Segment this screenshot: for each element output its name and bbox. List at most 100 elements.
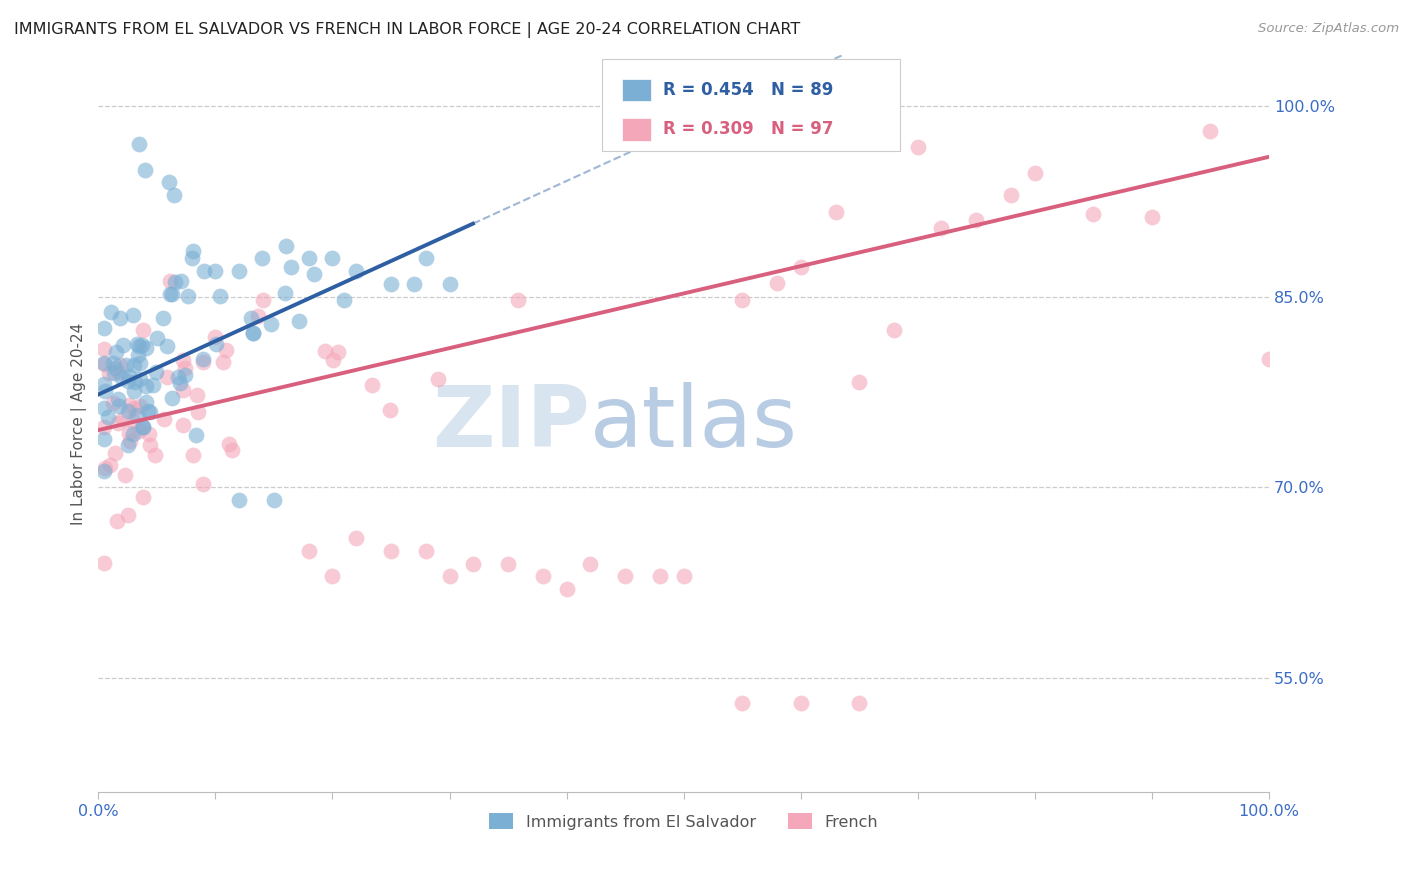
Point (93, 464, 115, 478)
Point (848, 696, 870, 710)
Point (145, 364, 167, 378)
Point (112, 412, 135, 426)
Point (181, 244, 204, 258)
Point (100, 305, 122, 319)
Point (789, 260, 811, 274)
Point (93, 432, 115, 446)
Point (93, 321, 115, 335)
Point (117, 375, 139, 389)
Point (124, 375, 146, 389)
Point (115, 358, 138, 372)
Point (298, 544, 321, 558)
Point (731, 293, 754, 307)
Text: ZIP: ZIP (432, 383, 591, 466)
Point (187, 404, 209, 418)
Point (93, 419, 115, 434)
Point (121, 426, 143, 441)
Point (531, 569, 554, 583)
Point (117, 508, 139, 522)
Point (105, 514, 128, 528)
Point (128, 137, 150, 152)
Point (143, 448, 166, 462)
Point (344, 531, 367, 545)
Point (415, 544, 437, 558)
Point (439, 277, 461, 291)
Point (132, 420, 155, 434)
Point (242, 326, 264, 341)
FancyBboxPatch shape (602, 59, 900, 151)
Point (204, 336, 226, 351)
Point (160, 287, 183, 301)
Point (191, 477, 214, 491)
Point (128, 424, 150, 438)
Point (333, 293, 356, 307)
Point (127, 409, 149, 423)
Point (117, 426, 139, 441)
Point (107, 416, 129, 430)
Point (174, 368, 197, 383)
Point (156, 338, 179, 352)
Point (117, 404, 139, 418)
Point (129, 399, 152, 413)
Point (157, 175, 180, 189)
Point (152, 411, 174, 425)
Point (128, 356, 150, 370)
Point (104, 344, 127, 359)
Point (322, 352, 344, 367)
Point (128, 339, 150, 353)
Point (404, 277, 426, 291)
Point (1024, 166, 1046, 180)
Point (321, 569, 343, 583)
Bar (621, 119, 651, 141)
Point (122, 384, 145, 399)
Text: IMMIGRANTS FROM EL SALVADOR VS FRENCH IN LABOR FORCE | AGE 20-24 CORRELATION CHA: IMMIGRANTS FROM EL SALVADOR VS FRENCH IN… (14, 22, 800, 38)
Point (242, 326, 264, 340)
Point (127, 337, 149, 351)
Point (208, 289, 231, 303)
Point (221, 443, 243, 458)
Point (907, 139, 929, 153)
Point (93, 556, 115, 570)
Point (929, 221, 952, 235)
Point (314, 343, 336, 358)
Point (152, 310, 174, 325)
Point (1083, 207, 1105, 221)
Point (1257, 351, 1279, 366)
Point (142, 377, 165, 392)
Point (212, 355, 235, 369)
Text: R = 0.454   N = 89: R = 0.454 N = 89 (662, 80, 832, 99)
Point (132, 491, 155, 505)
Point (181, 448, 204, 462)
Point (114, 468, 136, 483)
Legend: Immigrants from El Salvador, French: Immigrants from El Salvador, French (482, 806, 884, 836)
Point (378, 402, 401, 417)
Point (118, 368, 141, 383)
Point (172, 352, 194, 367)
Point (555, 582, 578, 596)
Point (263, 493, 285, 508)
Point (93, 356, 115, 370)
Point (156, 370, 179, 384)
Point (93, 357, 115, 371)
Point (97, 366, 120, 380)
Point (579, 557, 602, 571)
Point (103, 366, 125, 380)
Point (239, 310, 262, 325)
Point (159, 274, 181, 288)
Point (104, 446, 127, 460)
Point (326, 345, 349, 359)
Point (496, 557, 519, 571)
Point (789, 696, 811, 710)
Point (132, 419, 155, 434)
Point (380, 544, 402, 558)
Text: atlas: atlas (591, 383, 799, 466)
Point (104, 361, 127, 376)
Point (252, 293, 274, 307)
Point (121, 309, 143, 323)
Point (298, 252, 321, 266)
Point (107, 366, 129, 380)
Point (1199, 124, 1222, 138)
Point (672, 569, 695, 583)
Point (111, 371, 134, 385)
Point (103, 396, 125, 410)
